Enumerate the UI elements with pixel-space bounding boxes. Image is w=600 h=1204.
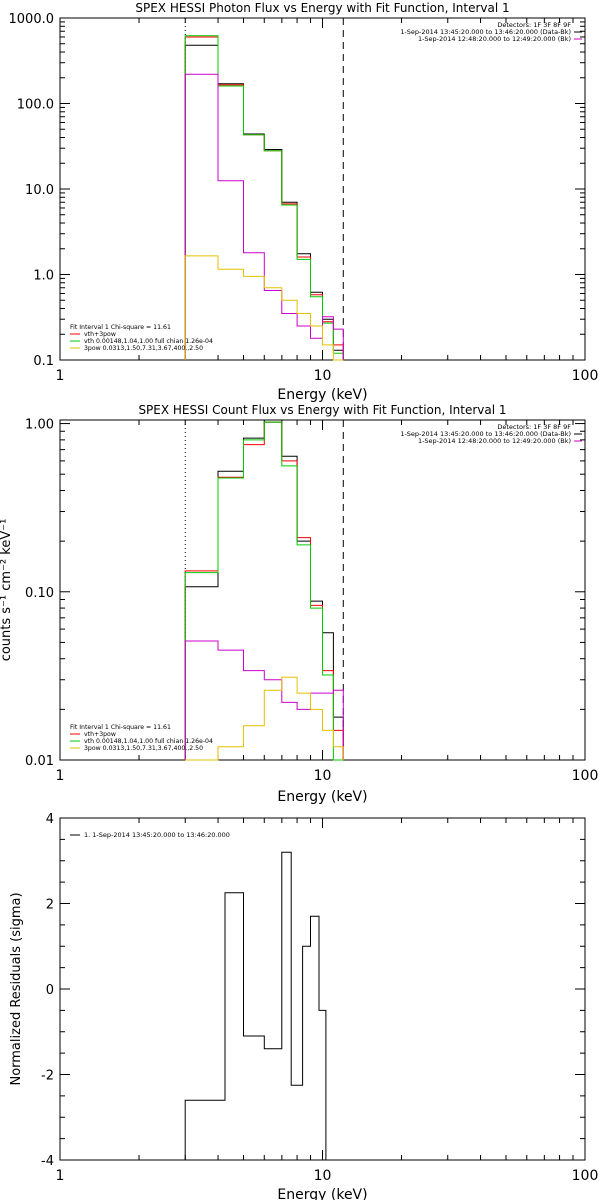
legend-line: 1. 1-Sep-2014 13:45:20.000 to 13:46:20.0… [84,831,230,839]
header-line: Detectors: 1F 3F 8F 9F [497,21,571,29]
series-2-histogram [184,421,344,761]
y-tick-label: 1.0 [33,269,54,284]
header-line: 1-Sep-2014 13:45:20.000 to 13:46:20.000 … [400,430,571,438]
x-tick-label: 1 [56,768,65,784]
x-tick-label: 1 [56,1168,65,1184]
series-4-histogram [184,255,344,361]
y-tick-label: 1000.0 [9,12,55,27]
y-tick-label: 0 [46,983,54,998]
x-tick-label: 100 [572,1168,599,1184]
legend-line: vth+3pow [84,731,116,738]
x-axis-label: Energy (keV) [277,1187,367,1200]
x-axis-label: Energy (keV) [277,387,367,403]
header-line: Detectors: 1F 3F 8F 9F [497,423,571,431]
header-line: 1-Sep-2014 12:48:20.000 to 12:49:20.000 … [418,35,571,43]
header-line: 1-Sep-2014 12:48:20.000 to 12:49:20.000 … [418,437,571,445]
y-tick-label: 0.01 [25,754,54,769]
x-tick-label: 10 [314,368,332,384]
series-1-histogram [184,421,344,760]
x-axis-label: Energy (keV) [277,789,367,805]
y-tick-label: 0.1 [33,354,54,369]
series-3-histogram [184,73,344,360]
series-3-histogram [184,640,344,760]
plot-frame [59,817,586,1161]
legend-line: vth 0.00148,1.04,1.00 full chian 1.26e-0… [84,338,213,345]
y-tick-label: 1.00 [25,418,54,433]
x-tick-label: 100 [572,368,599,384]
y-tick-label: 2 [46,898,54,913]
y-tick-label: -4 [41,1154,54,1169]
chart-title: SPEX HESSI Photon Flux vs Energy with Fi… [135,1,509,15]
x-tick-label: 10 [314,1168,332,1184]
x-tick-label: 1 [56,368,65,384]
legend-line: Fit Interval 1 Chi-square = 11.61 [70,324,171,331]
y-tick-label: 100.0 [17,98,54,113]
y-tick-label: 4 [46,812,54,827]
series-2-histogram [184,35,344,360]
series-0-histogram [184,44,344,360]
y-tick-label: -2 [41,1069,54,1084]
series-0-histogram [184,851,344,1161]
y-axis-label: Normalized Residuals (sigma) [9,892,24,1085]
legend-line: vth+3pow [84,331,116,338]
chart-title: SPEX HESSI Count Flux vs Energy with Fit… [138,403,506,417]
y-tick-label: 10.0 [25,183,54,198]
legend-line: 3pow 0.0313,1.50,7.31,3.67,400.,2.50 [84,345,203,352]
legend-line: 3pow 0.0313,1.50,7.31,3.67,400.,2.50 [84,745,203,752]
y-tick-label: 0.10 [25,586,54,601]
legend-line: vth 0.00148,1.04,1.00 full chian 1.26e-0… [84,738,213,745]
series-4-histogram [185,676,344,761]
y-axis-label: counts s⁻¹ cm⁻² keV⁻¹ [0,519,14,662]
header-line: 1-Sep-2014 13:45:20.000 to 13:46:20.000 … [400,28,571,36]
legend-line: Fit Interval 1 Chi-square = 11.61 [70,724,171,731]
series-1-histogram [184,36,344,360]
x-tick-label: 100 [572,768,599,784]
series-0-histogram [184,421,344,760]
x-tick-label: 10 [314,768,332,784]
